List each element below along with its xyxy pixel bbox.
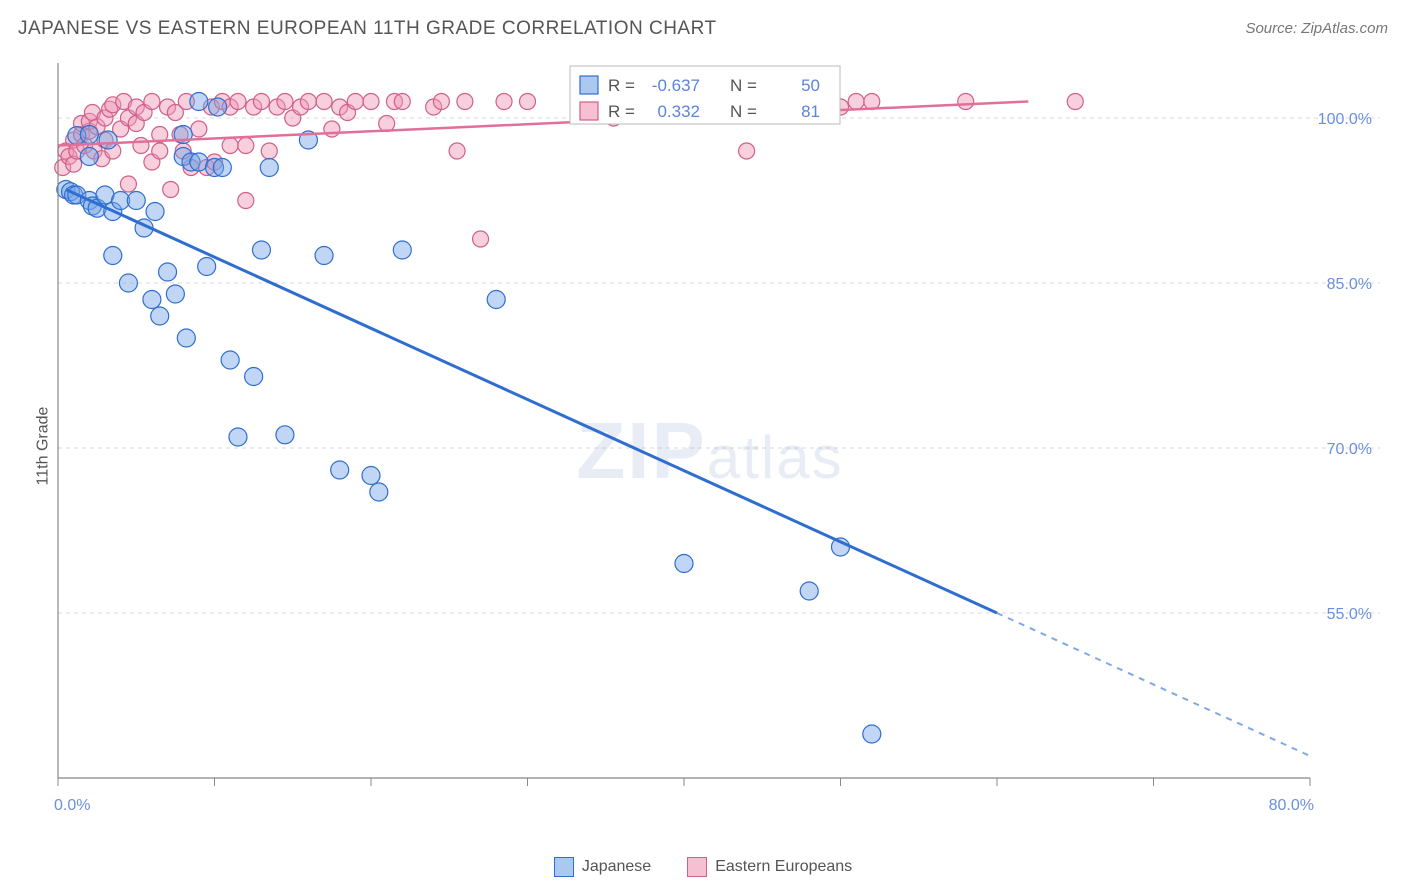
data-point-pink [120,176,136,192]
data-point-pink [394,94,410,110]
stats-swatch [580,102,598,120]
data-point-pink [433,94,449,110]
data-point-blue [159,263,177,281]
data-point-blue [104,247,122,265]
data-point-pink [222,138,238,154]
data-point-blue [800,582,818,600]
stats-r-value: -0.637 [652,76,700,95]
data-point-blue [331,461,349,479]
data-point-blue [190,93,208,111]
data-point-pink [238,138,254,154]
chart-header: JAPANESE VS EASTERN EUROPEAN 11TH GRADE … [18,18,1388,48]
data-point-pink [473,231,489,247]
data-point-pink [1067,94,1083,110]
data-point-pink [144,94,160,110]
plot-area: ZIPatlas0.0%80.0%55.0%70.0%85.0%100.0%R … [50,58,1380,828]
data-point-blue [198,258,216,276]
y-tick-label: 70.0% [1327,441,1372,458]
data-point-blue [209,98,227,116]
legend-label: Japanese [582,858,651,876]
data-point-blue [315,247,333,265]
legend-label: Eastern Europeans [715,858,852,876]
data-point-blue [80,126,98,144]
data-point-blue [370,483,388,501]
legend-item: Japanese [554,857,651,877]
data-point-pink [300,94,316,110]
data-point-pink [324,121,340,137]
data-point-pink [152,143,168,159]
data-point-pink [163,182,179,198]
data-point-pink [191,121,207,137]
data-point-blue [362,467,380,485]
legend-swatch [687,857,707,877]
data-point-blue [229,428,247,446]
data-point-pink [347,94,363,110]
bottom-legend: Japanese Eastern Europeans [0,857,1406,882]
y-tick-label: 85.0% [1327,276,1372,293]
x-tick-label: 80.0% [1269,797,1314,814]
data-point-pink [449,143,465,159]
data-point-blue [80,148,98,166]
data-point-pink [261,143,277,159]
data-point-blue [143,291,161,309]
plot-svg: ZIPatlas0.0%80.0%55.0%70.0%85.0%100.0%R … [50,58,1380,828]
stats-r-label: R = [608,102,635,121]
data-point-blue [221,351,239,369]
stats-n-value: 50 [801,76,820,95]
data-point-pink [277,94,293,110]
data-point-blue [146,203,164,221]
data-point-blue [127,192,145,210]
legend-item: Eastern Europeans [687,857,852,877]
chart-title: JAPANESE VS EASTERN EUROPEAN 11TH GRADE … [18,18,717,39]
data-point-blue [177,329,195,347]
data-point-blue [260,159,278,177]
data-point-pink [316,94,332,110]
data-point-blue [119,274,137,292]
data-point-pink [848,94,864,110]
data-point-blue [151,307,169,325]
data-point-blue [675,555,693,573]
stats-r-value: 0.332 [657,102,700,121]
data-point-pink [238,193,254,209]
data-point-pink [496,94,512,110]
data-point-pink [253,94,269,110]
legend-swatch [554,857,574,877]
y-tick-label: 55.0% [1327,606,1372,623]
stats-n-label: N = [730,102,757,121]
data-point-blue [252,241,270,259]
stats-n-value: 81 [801,102,820,121]
data-point-blue [863,725,881,743]
data-point-blue [166,285,184,303]
trend-line-blue [66,190,997,614]
data-point-pink [133,138,149,154]
stats-r-label: R = [608,76,635,95]
y-tick-label: 100.0% [1318,111,1372,128]
stats-swatch [580,76,598,94]
chart-source: Source: ZipAtlas.com [1245,20,1388,37]
data-point-blue [393,241,411,259]
data-point-pink [230,94,246,110]
trend-extrapolation-blue [997,613,1310,756]
data-point-pink [520,94,536,110]
data-point-blue [99,131,117,149]
x-tick-label: 0.0% [54,797,90,814]
stats-n-label: N = [730,76,757,95]
data-point-pink [958,94,974,110]
data-point-pink [457,94,473,110]
data-point-blue [213,159,231,177]
data-point-pink [739,143,755,159]
data-point-pink [363,94,379,110]
data-point-blue [276,426,294,444]
data-point-blue [245,368,263,386]
data-point-blue [487,291,505,309]
